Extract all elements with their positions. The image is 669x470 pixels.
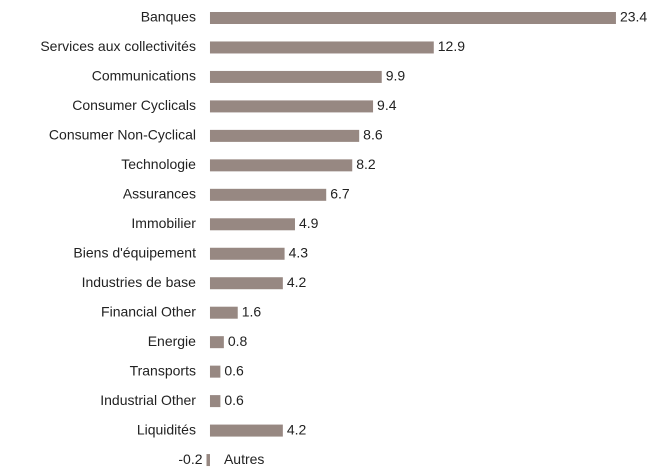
category-label: Consumer Cyclicals (72, 97, 196, 113)
value-label: 4.3 (289, 244, 309, 260)
category-label: Industries de base (82, 274, 197, 290)
value-label: 9.4 (377, 97, 397, 113)
value-label: 0.6 (224, 362, 244, 378)
value-label: 6.7 (330, 186, 350, 202)
category-label: Transports (130, 362, 196, 378)
bar (209, 159, 353, 172)
category-label: Immobilier (131, 215, 196, 231)
bar (209, 424, 283, 437)
value-label: 4.9 (299, 215, 319, 231)
bar (209, 247, 285, 260)
category-label: Biens d'équipement (73, 244, 196, 260)
bar (209, 336, 224, 349)
category-label: Consumer Non-Cyclical (49, 127, 196, 143)
category-label: Energie (148, 333, 196, 349)
value-label: 0.6 (224, 392, 244, 408)
value-label: 4.2 (287, 421, 307, 437)
category-label: Services aux collectivités (40, 38, 196, 54)
value-label: -0.2 (178, 451, 202, 467)
bar (209, 129, 360, 142)
bar (209, 188, 327, 201)
category-label: Banques (141, 9, 196, 25)
value-label: 8.6 (363, 127, 383, 143)
category-label: Financial Other (101, 303, 196, 319)
bar (209, 277, 283, 290)
value-label: 0.8 (228, 333, 248, 349)
bar (209, 218, 295, 231)
category-label: Industrial Other (100, 392, 196, 408)
category-label: Technologie (121, 156, 196, 172)
bar (209, 306, 238, 319)
category-label: Communications (92, 68, 196, 84)
value-label: 12.9 (438, 38, 465, 54)
value-label: 4.2 (287, 274, 307, 290)
bar (209, 70, 382, 83)
bar (209, 12, 616, 24)
value-label: 23.4 (620, 9, 647, 25)
bar (209, 395, 221, 408)
bar (209, 41, 434, 54)
bar (209, 100, 374, 113)
value-label: 9.9 (386, 68, 406, 84)
value-label: 8.2 (356, 156, 376, 172)
category-label: Assurances (123, 186, 196, 202)
category-label: Autres (224, 451, 264, 467)
value-label: 1.6 (242, 303, 262, 319)
bar (209, 365, 221, 378)
bar (206, 454, 210, 467)
category-label: Liquidités (137, 421, 196, 437)
